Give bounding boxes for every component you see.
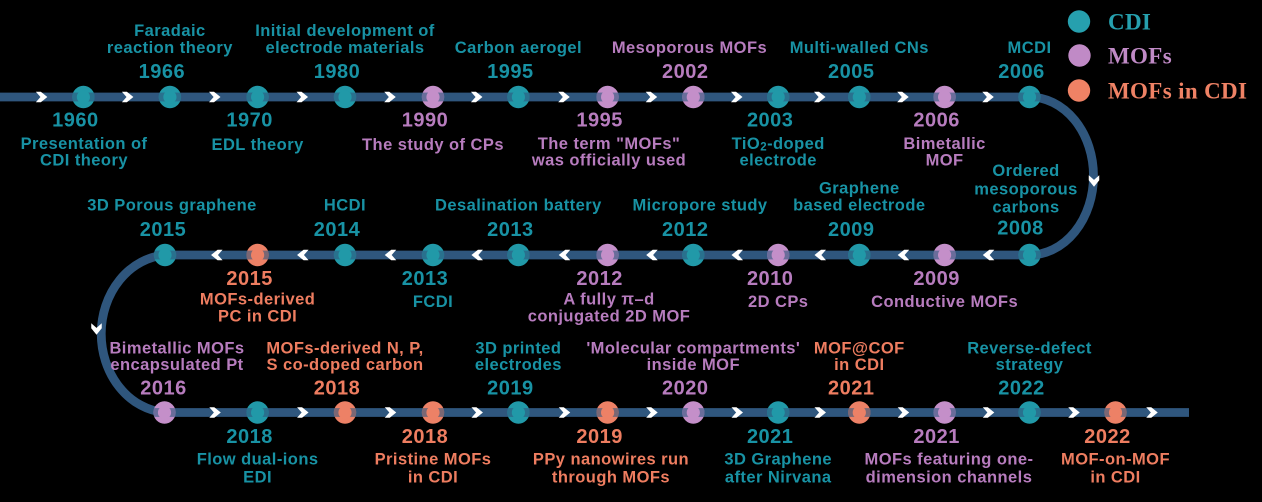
svg-text:2021: 2021 xyxy=(913,426,960,448)
svg-text:EDL theory: EDL theory xyxy=(211,136,304,154)
svg-text:A fully π–d: A fully π–d xyxy=(563,291,654,309)
svg-text:in CDI: in CDI xyxy=(1090,469,1140,487)
svg-text:2005: 2005 xyxy=(828,61,875,83)
svg-text:in CDI: in CDI xyxy=(834,356,884,374)
svg-text:1995: 1995 xyxy=(487,61,534,83)
svg-text:1990: 1990 xyxy=(402,110,449,132)
svg-text:The term "MOFs": The term "MOFs" xyxy=(538,135,681,153)
svg-text:Presentation of: Presentation of xyxy=(21,135,148,153)
svg-text:MOF-on-MOF: MOF-on-MOF xyxy=(1061,451,1170,469)
svg-text:2013: 2013 xyxy=(402,268,449,290)
svg-text:Conductive MOFs: Conductive MOFs xyxy=(871,293,1018,311)
svg-text:Initial development of: Initial development of xyxy=(255,22,435,40)
svg-text:Mesoporous MOFs: Mesoporous MOFs xyxy=(612,39,767,57)
svg-text:CDI theory: CDI theory xyxy=(40,152,128,170)
svg-text:3D Graphene: 3D Graphene xyxy=(724,451,832,469)
svg-text:mesoporous: mesoporous xyxy=(974,181,1078,199)
svg-text:2018: 2018 xyxy=(402,426,449,448)
svg-text:1966: 1966 xyxy=(139,61,186,83)
svg-text:PC in CDI: PC in CDI xyxy=(218,308,297,326)
svg-text:inside MOF: inside MOF xyxy=(647,356,740,374)
svg-text:Bimetallic: Bimetallic xyxy=(903,135,985,153)
svg-text:encapsulated Pt: encapsulated Pt xyxy=(110,356,243,374)
svg-text:CDI: CDI xyxy=(1108,10,1151,35)
svg-text:Bimetallic MOFs: Bimetallic MOFs xyxy=(109,340,244,358)
svg-text:MOFs in CDI: MOFs in CDI xyxy=(1108,79,1247,104)
svg-text:Micropore study: Micropore study xyxy=(632,197,767,215)
svg-text:MCDI: MCDI xyxy=(1008,39,1052,57)
svg-text:2014: 2014 xyxy=(314,219,361,241)
svg-text:2010: 2010 xyxy=(747,268,794,290)
svg-text:MOFs-derived: MOFs-derived xyxy=(200,291,315,309)
svg-text:2008: 2008 xyxy=(997,218,1044,240)
svg-text:2009: 2009 xyxy=(913,268,960,290)
svg-text:2D CPs: 2D CPs xyxy=(748,293,808,311)
svg-text:Faradaic: Faradaic xyxy=(134,22,205,40)
svg-text:2018: 2018 xyxy=(226,426,273,448)
svg-text:reaction theory: reaction theory xyxy=(107,39,233,57)
svg-text:Graphene: Graphene xyxy=(819,180,900,198)
svg-text:2015: 2015 xyxy=(226,268,273,290)
svg-text:2022: 2022 xyxy=(998,378,1045,400)
svg-text:3D Porous graphene: 3D Porous graphene xyxy=(87,197,256,215)
svg-text:2019: 2019 xyxy=(487,378,534,400)
svg-text:EDI: EDI xyxy=(243,469,272,487)
svg-text:dimension channels: dimension channels xyxy=(866,469,1033,487)
svg-text:3D printed: 3D printed xyxy=(475,340,561,358)
svg-text:2021: 2021 xyxy=(828,378,875,400)
svg-text:HCDI: HCDI xyxy=(324,197,366,215)
svg-text:based electrode: based electrode xyxy=(793,197,925,215)
svg-text:FCDI: FCDI xyxy=(413,293,453,311)
svg-text:Multi-walled CNs: Multi-walled CNs xyxy=(790,39,929,57)
svg-text:electrodes: electrodes xyxy=(475,356,562,374)
svg-text:2022: 2022 xyxy=(1084,426,1131,448)
svg-text:MOF@COF: MOF@COF xyxy=(814,340,905,358)
svg-text:'Molecular compartments': 'Molecular compartments' xyxy=(586,340,800,358)
svg-text:strategy: strategy xyxy=(996,356,1064,374)
svg-text:1980: 1980 xyxy=(314,61,361,83)
svg-text:carbons: carbons xyxy=(992,199,1059,217)
svg-text:2020: 2020 xyxy=(662,378,709,400)
svg-text:MOFs: MOFs xyxy=(1108,44,1172,69)
svg-text:PPy nanowires run: PPy nanowires run xyxy=(533,451,689,469)
svg-text:2015: 2015 xyxy=(140,219,187,241)
svg-text:2006: 2006 xyxy=(913,110,960,132)
svg-text:2003: 2003 xyxy=(747,110,794,132)
svg-text:was officially used: was officially used xyxy=(531,152,686,170)
svg-text:conjugated 2D MOF: conjugated 2D MOF xyxy=(528,308,691,326)
svg-text:Flow dual-ions: Flow dual-ions xyxy=(197,451,319,469)
svg-text:S co-doped carbon: S co-doped carbon xyxy=(266,356,423,374)
svg-text:electrode: electrode xyxy=(739,152,816,170)
svg-text:2006: 2006 xyxy=(998,61,1045,83)
svg-text:2018: 2018 xyxy=(314,378,361,400)
svg-text:in CDI: in CDI xyxy=(408,469,458,487)
svg-text:after Nirvana: after Nirvana xyxy=(725,469,832,487)
svg-text:MOFs-derived N, P,: MOFs-derived N, P, xyxy=(266,340,423,358)
svg-text:TiO2-doped: TiO2-doped xyxy=(732,135,825,154)
svg-text:Reverse-defect: Reverse-defect xyxy=(967,340,1092,358)
svg-text:2012: 2012 xyxy=(576,268,623,290)
svg-text:2021: 2021 xyxy=(747,426,794,448)
svg-text:The study of CPs: The study of CPs xyxy=(362,136,504,154)
svg-text:2013: 2013 xyxy=(487,219,534,241)
svg-text:through MOFs: through MOFs xyxy=(552,469,670,487)
svg-text:2009: 2009 xyxy=(828,219,875,241)
svg-text:Desalination battery: Desalination battery xyxy=(435,197,602,215)
svg-text:2019: 2019 xyxy=(576,426,623,448)
svg-text:Ordered: Ordered xyxy=(992,162,1059,180)
svg-text:MOFs featuring one-: MOFs featuring one- xyxy=(865,451,1034,469)
svg-text:Pristine MOFs: Pristine MOFs xyxy=(375,451,492,469)
svg-text:2002: 2002 xyxy=(662,61,709,83)
svg-text:MOF: MOF xyxy=(926,152,964,170)
svg-text:1970: 1970 xyxy=(226,110,273,132)
svg-text:1995: 1995 xyxy=(576,110,623,132)
svg-text:2012: 2012 xyxy=(662,219,709,241)
svg-text:electrode materials: electrode materials xyxy=(266,39,425,57)
svg-text:Carbon aerogel: Carbon aerogel xyxy=(455,39,582,57)
svg-text:2016: 2016 xyxy=(140,378,187,400)
svg-text:1960: 1960 xyxy=(52,110,99,132)
